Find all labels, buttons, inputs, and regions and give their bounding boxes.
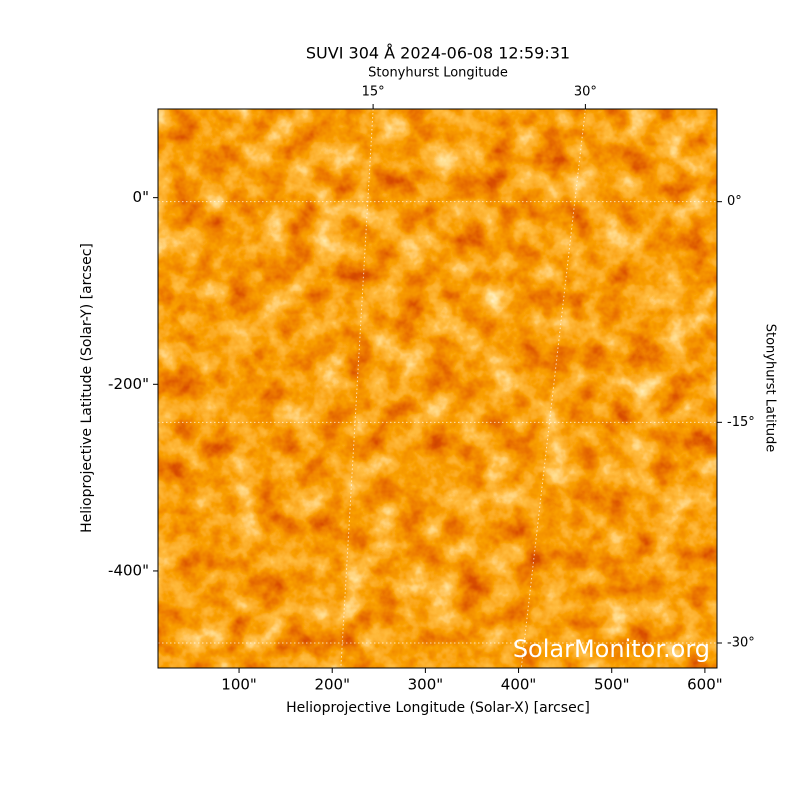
y-tick-label: -400" — [108, 561, 149, 579]
x-tick-label: 500" — [594, 676, 630, 694]
longitude-grid-line — [340, 109, 374, 668]
x-tick-label: 100" — [221, 676, 257, 694]
x2-axis-label: Stonyhurst Longitude — [368, 66, 508, 81]
y-tick-label: -200" — [108, 375, 149, 393]
solar-image — [158, 109, 717, 668]
x2-tick-label: 15° — [362, 85, 385, 100]
x2-tick-label: 30° — [574, 85, 597, 100]
y2-tick-label: -15° — [727, 415, 755, 430]
x-tick-label: 600" — [687, 676, 723, 694]
y2-axis-label: Stonyhurst Latitude — [763, 324, 778, 453]
watermark: SolarMonitor.org — [513, 635, 710, 663]
x-tick-label: 200" — [314, 676, 350, 694]
plot-frame — [157, 108, 718, 669]
y-axis-label: Helioprojective Latitude (Solar-Y) [arcs… — [79, 243, 95, 533]
y2-tick-label: 0° — [727, 194, 742, 209]
x-tick-label: 300" — [408, 676, 444, 694]
longitude-grid-line — [520, 109, 586, 668]
x-tick-label: 400" — [501, 676, 537, 694]
y-tick-label: 0" — [133, 188, 149, 206]
chart-title: SUVI 304 Å 2024-06-08 12:59:31 — [306, 44, 570, 63]
x-axis-label: Helioprojective Longitude (Solar-X) [arc… — [286, 700, 590, 716]
y2-tick-label: -30° — [727, 635, 755, 650]
